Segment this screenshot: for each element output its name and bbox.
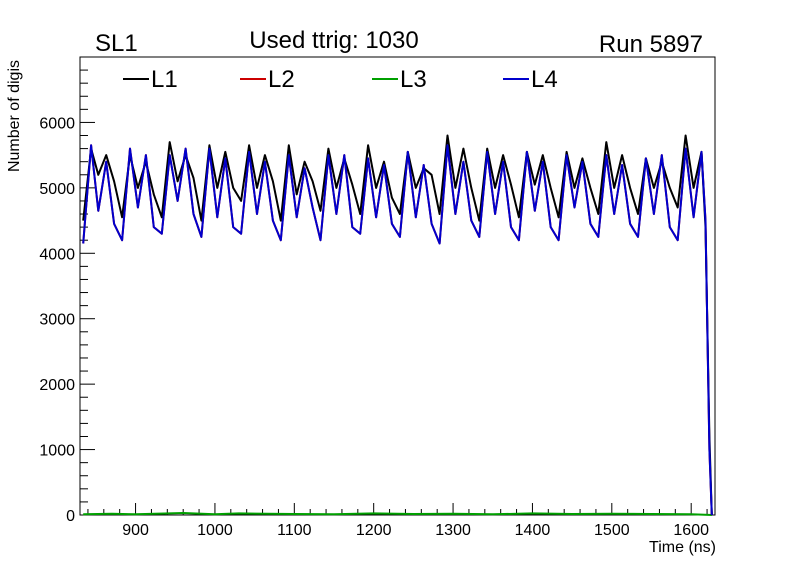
y-tick-label: 3000 bbox=[39, 312, 75, 329]
header-left-label: SL1 bbox=[95, 30, 138, 57]
y-tick-label: 0 bbox=[66, 508, 75, 525]
legend-label-l3: L3 bbox=[400, 66, 427, 93]
run-label: Run 5897 bbox=[599, 31, 703, 58]
series-line-l1 bbox=[82, 134, 713, 516]
x-tick-label: 1100 bbox=[277, 522, 312, 539]
legend-label-l2: L2 bbox=[268, 66, 295, 93]
x-tick-label: 1300 bbox=[435, 522, 471, 539]
legend: L1 L2 L3 L4 bbox=[123, 66, 558, 93]
series-line-l4 bbox=[82, 144, 713, 516]
y-tick-label: 6000 bbox=[39, 115, 75, 132]
axis-ticks: 900 1000 1100 1200 1300 1400 1500 1600 0 1000 2000… bbox=[39, 56, 709, 539]
x-tick-label: 1600 bbox=[673, 522, 709, 539]
x-tick-label: 1200 bbox=[356, 522, 392, 539]
y-tick-label: 1000 bbox=[39, 443, 75, 460]
series-line-l3 bbox=[83, 512, 712, 516]
series-layer bbox=[82, 134, 713, 516]
y-tick-label: 4000 bbox=[39, 246, 75, 263]
y-tick-label: 5000 bbox=[39, 181, 75, 198]
chart-title: Used ttrig: 1030 bbox=[249, 27, 418, 54]
x-tick-label: 1500 bbox=[594, 522, 630, 539]
y-axis-label: Number of digis bbox=[6, 60, 23, 172]
legend-label-l1: L1 bbox=[151, 66, 178, 93]
y-tick-label: 2000 bbox=[39, 377, 75, 394]
plot-frame bbox=[79, 56, 716, 516]
x-tick-label: 1000 bbox=[197, 522, 233, 539]
x-tick-label: 1400 bbox=[515, 522, 551, 539]
legend-label-l4: L4 bbox=[531, 66, 558, 93]
x-axis-label: Time (ns) bbox=[649, 539, 716, 556]
x-tick-label: 900 bbox=[122, 522, 149, 539]
